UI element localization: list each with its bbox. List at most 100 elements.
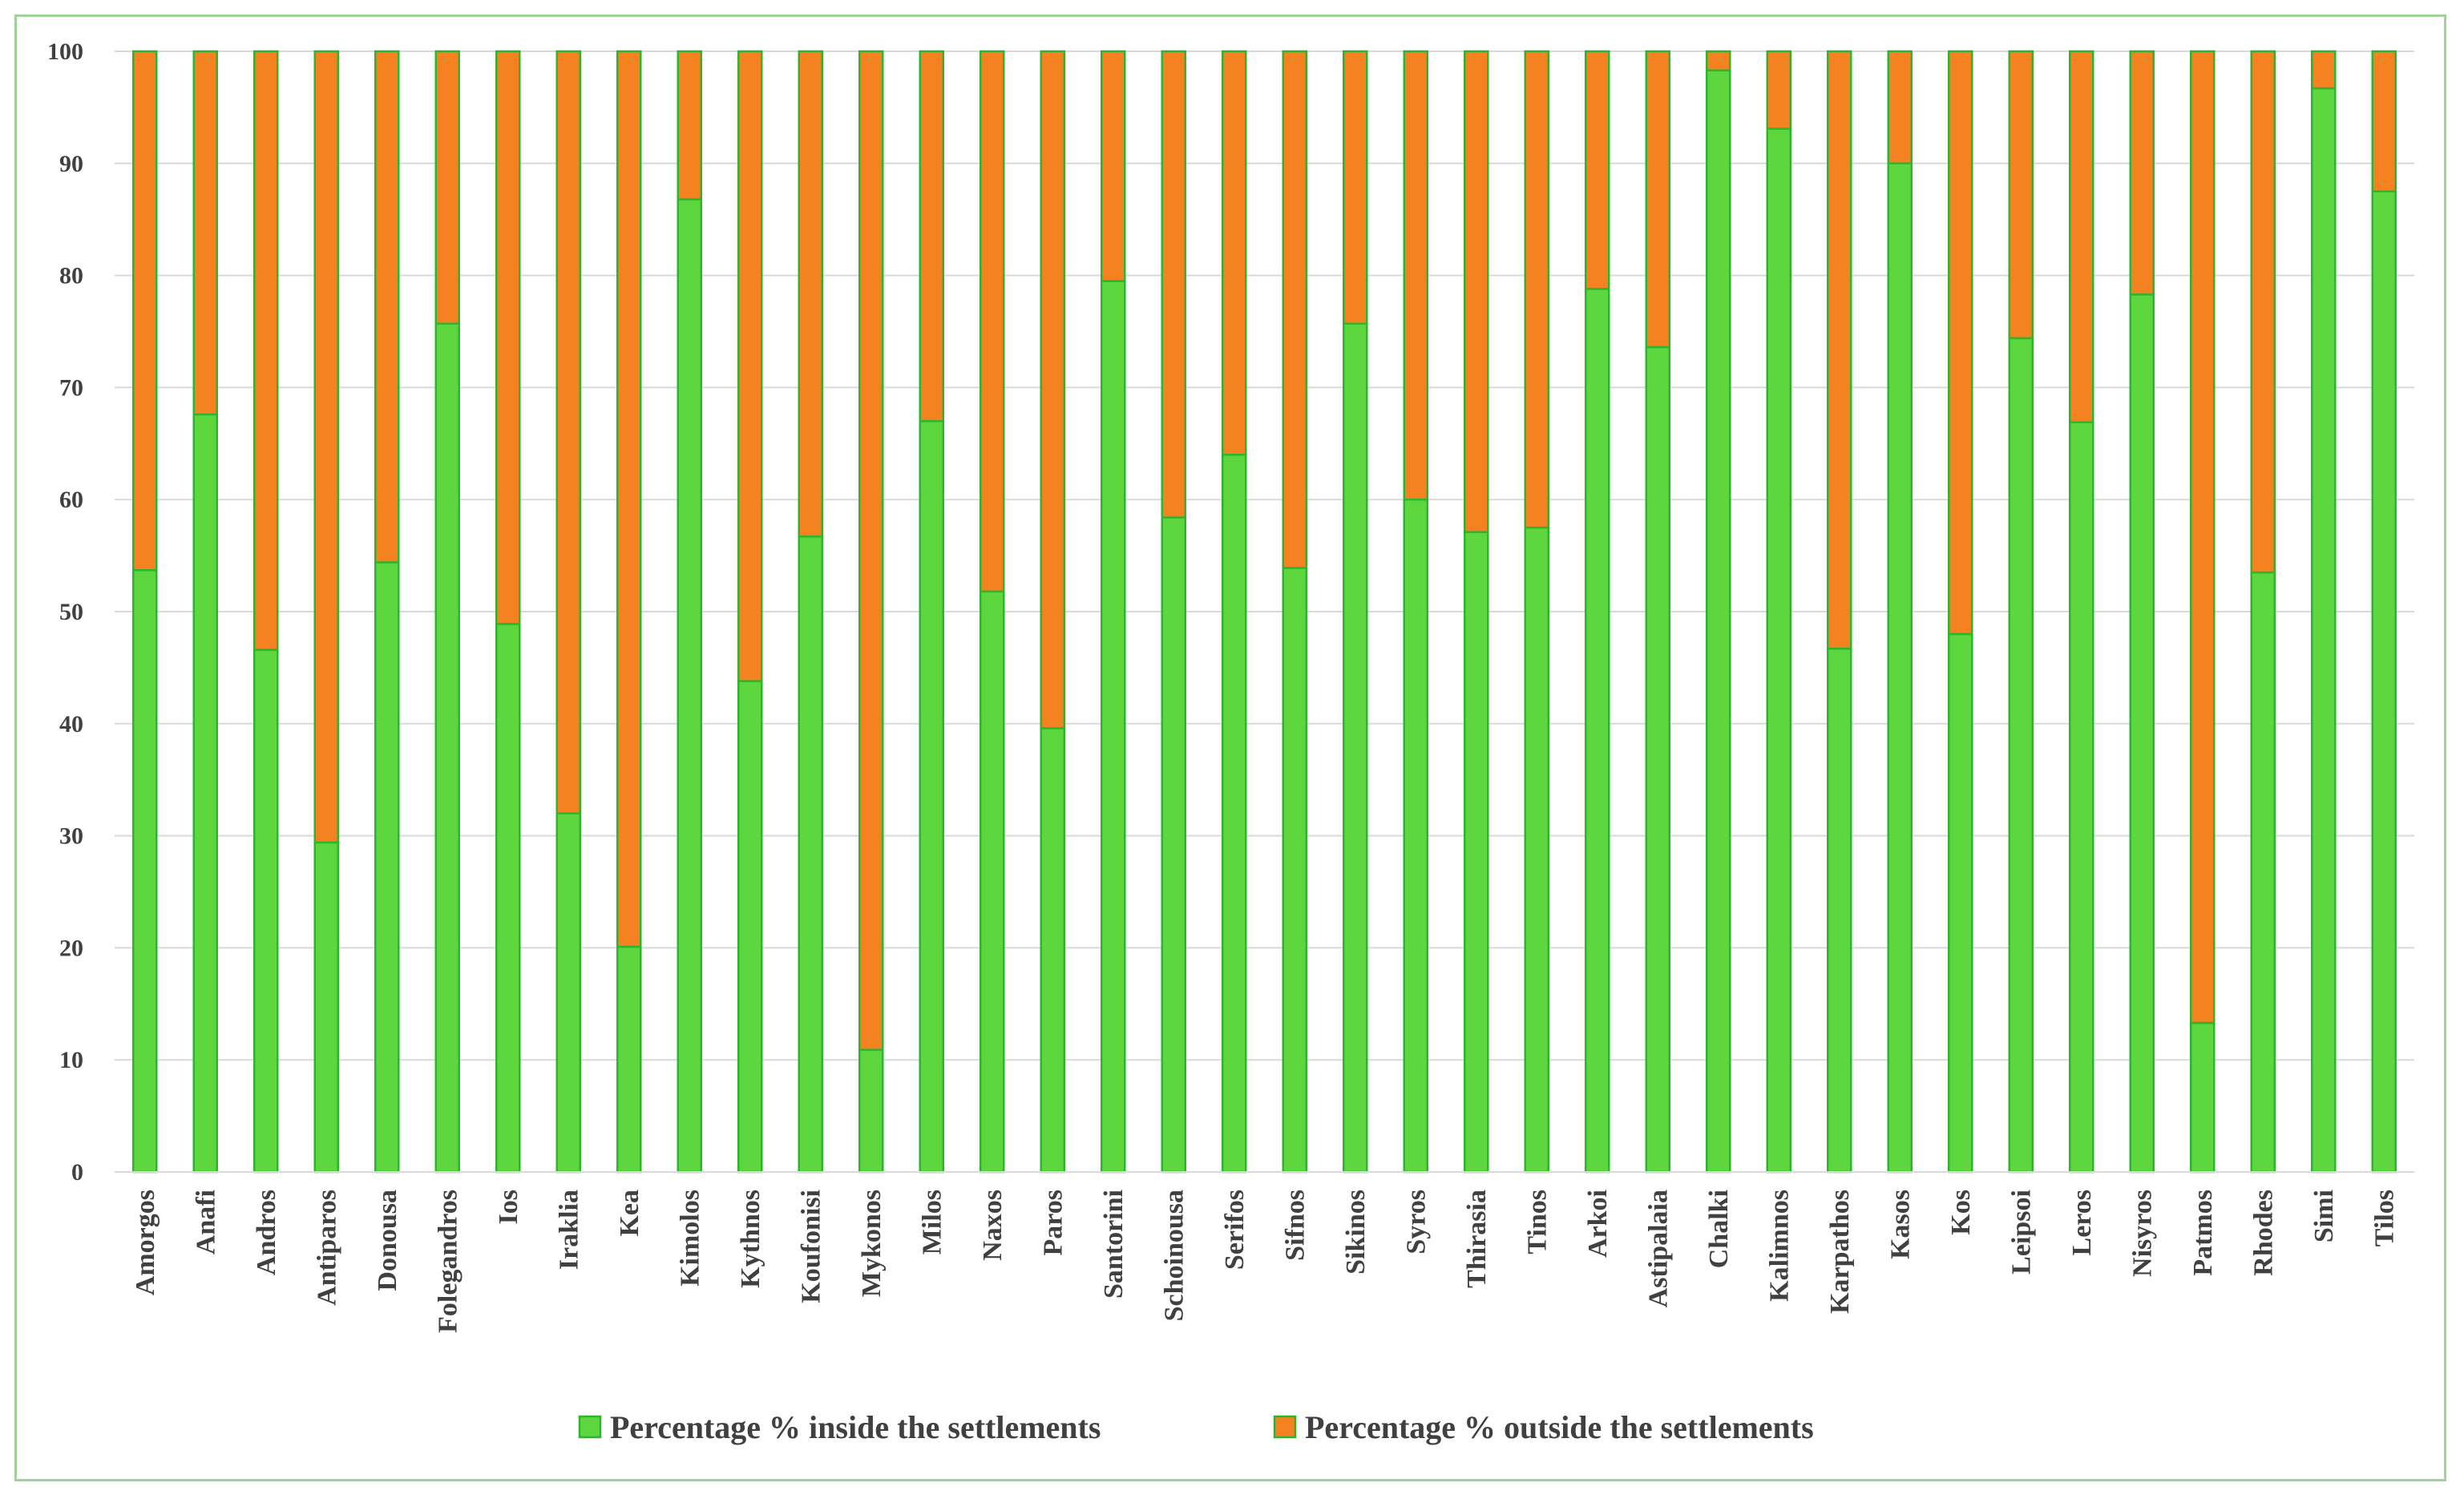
bar-inside-anafi	[192, 413, 218, 1174]
bar-inside-serifos	[1222, 454, 1247, 1174]
bar-inside-leipsoi	[2008, 337, 2034, 1174]
bar-inside-andros	[253, 648, 279, 1174]
x-tick-label: Kos	[1946, 1190, 1976, 1235]
bar-outside-tinos	[1524, 50, 1549, 529]
bar-inside-donousa	[374, 561, 400, 1174]
y-tick-label: 60	[59, 487, 83, 513]
bar-outside-kythnos	[737, 50, 763, 682]
x-tick-label: Serifos	[1220, 1190, 1250, 1270]
bars	[132, 50, 2397, 1174]
bar-outside-koufonisi	[798, 50, 823, 538]
x-tick-label: Rhodes	[2248, 1190, 2278, 1276]
bar-inside-thirasia	[1464, 531, 1489, 1174]
y-tick-label: 10	[59, 1047, 83, 1073]
bar-outside-donousa	[374, 50, 400, 564]
x-tick-label: Kea	[615, 1190, 644, 1237]
y-tick-label: 90	[59, 151, 83, 177]
x-tick-label: Santorini	[1099, 1190, 1129, 1299]
bar-inside-rhodes	[2250, 571, 2276, 1174]
bar-outside-kimolos	[677, 50, 702, 200]
bar-inside-folegandros	[434, 322, 460, 1174]
bar-outside-amorgos	[132, 50, 158, 572]
bar-inside-ios	[495, 623, 521, 1174]
bar-outside-santorini	[1101, 50, 1126, 282]
bar-outside-leros	[2069, 50, 2094, 423]
bar-outside-kea	[616, 50, 642, 948]
bar-inside-sikinos	[1343, 322, 1368, 1174]
bar-outside-mykonos	[858, 50, 884, 1051]
bar-inside-syros	[1403, 498, 1428, 1174]
bar-outside-nisyros	[2129, 50, 2155, 296]
x-tick-label: Chalki	[1704, 1190, 1734, 1268]
x-axis-labels: Amorgos Anafi Andros Antiparos Donousa Folega…	[131, 1190, 2400, 1333]
bar-inside-kos	[1948, 632, 1973, 1174]
y-tick-label: 30	[59, 823, 83, 850]
bar-inside-amorgos	[132, 569, 158, 1174]
y-tick-label: 0	[71, 1159, 83, 1186]
bar-inside-kea	[616, 945, 642, 1174]
bar-outside-karpathos	[1827, 50, 1852, 650]
x-tick-label: Leros	[2067, 1190, 2097, 1255]
x-tick-label: Andros	[252, 1190, 281, 1275]
bar-inside-simi	[2311, 87, 2337, 1174]
bar-outside-astipalaia	[1645, 50, 1670, 349]
x-tick-label: Sikinos	[1341, 1190, 1371, 1275]
y-tick-label: 100	[47, 38, 83, 65]
x-tick-label: Simi	[2309, 1190, 2339, 1242]
y-tick-label: 50	[59, 599, 83, 625]
bar-inside-karpathos	[1827, 647, 1852, 1174]
x-tick-label: Naxos	[978, 1190, 1008, 1261]
x-tick-label: Tilos	[2369, 1190, 2399, 1246]
bar-outside-antiparos	[313, 50, 339, 844]
y-tick-label: 20	[59, 935, 83, 961]
bar-outside-sikinos	[1343, 50, 1368, 325]
bar-outside-simi	[2311, 50, 2337, 90]
bar-inside-chalki	[1706, 69, 1731, 1174]
bar-inside-leros	[2069, 421, 2094, 1174]
bar-outside-naxos	[980, 50, 1005, 593]
bar-inside-kasos	[1887, 162, 1913, 1174]
bar-inside-antiparos	[313, 841, 339, 1174]
x-tick-label: Astipalaia	[1643, 1190, 1673, 1307]
x-tick-label: Paros	[1038, 1190, 1068, 1255]
bar-outside-kalimnos	[1766, 50, 1791, 130]
x-tick-label: Sifnos	[1280, 1190, 1310, 1261]
bar-outside-schoinousa	[1161, 50, 1186, 519]
bar-inside-santorini	[1101, 280, 1126, 1174]
bar-outside-andros	[253, 50, 279, 651]
bar-inside-tilos	[2371, 190, 2397, 1174]
legend: Percentage % inside the settlements Perce…	[578, 1409, 1814, 1445]
bar-outside-anafi	[192, 50, 218, 416]
bar-outside-thirasia	[1464, 50, 1489, 533]
bar-outside-ios	[495, 50, 521, 625]
x-tick-label: Folegandros	[433, 1190, 463, 1333]
bar-inside-arkoi	[1585, 288, 1610, 1174]
bar-outside-tilos	[2371, 50, 2397, 192]
bar-inside-mykonos	[858, 1048, 884, 1174]
bar-inside-paros	[1040, 727, 1065, 1174]
x-tick-label: Milos	[917, 1190, 947, 1255]
bar-outside-arkoi	[1585, 50, 1610, 290]
y-tick-label: 70	[59, 374, 83, 401]
x-tick-label: Mykonos	[857, 1190, 887, 1297]
bar-outside-paros	[1040, 50, 1065, 729]
legend-swatch	[1273, 1415, 1297, 1439]
x-tick-label: Ios	[494, 1190, 523, 1224]
x-tick-label: Iraklia	[554, 1190, 584, 1270]
x-tick-label: Patmos	[2188, 1190, 2218, 1276]
x-tick-label: Syros	[1401, 1190, 1431, 1255]
bar-outside-iraklia	[555, 50, 581, 814]
bar-inside-kimolos	[677, 198, 702, 1174]
legend-swatch	[578, 1415, 602, 1439]
bar-outside-leipsoi	[2008, 50, 2034, 340]
bar-inside-patmos	[2190, 1021, 2216, 1174]
legend-label: Percentage % inside the settlements	[610, 1409, 1101, 1445]
legend-label: Percentage % outside the settlements	[1305, 1409, 1814, 1445]
bar-outside-kos	[1948, 50, 1973, 636]
bar-inside-schoinousa	[1161, 516, 1186, 1174]
bar-inside-kythnos	[737, 680, 763, 1174]
y-tick-label: 80	[59, 263, 83, 289]
x-tick-label: Kalimnos	[1764, 1190, 1794, 1302]
x-tick-label: Amorgos	[131, 1190, 160, 1295]
bar-inside-astipalaia	[1645, 345, 1670, 1174]
